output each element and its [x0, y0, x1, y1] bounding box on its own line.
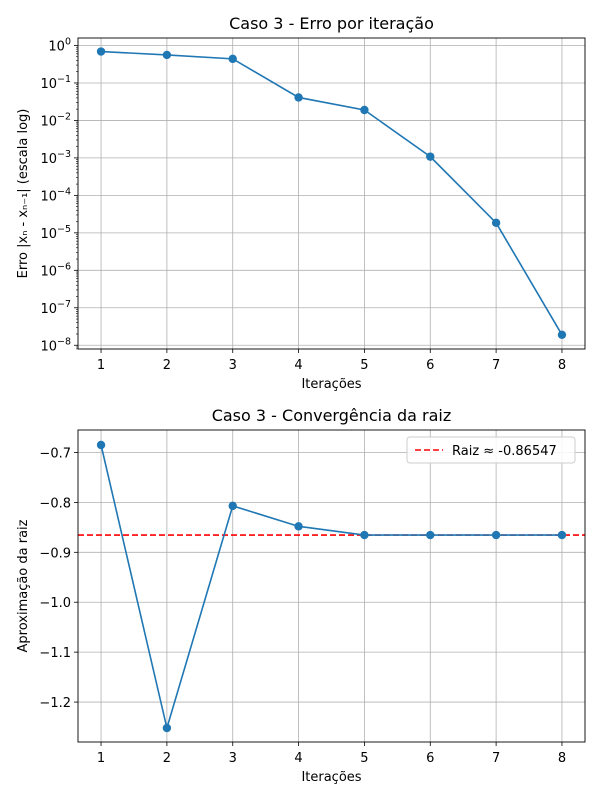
data-point [294, 93, 303, 102]
y-tick-label: −0.9 [39, 546, 71, 561]
legend-label: Raiz ≈ -0.86547 [452, 444, 557, 459]
x-tick-label: 2 [163, 358, 171, 373]
y-tick-base: 10 [40, 152, 57, 167]
data-point [557, 330, 567, 340]
x-axis-label: Iterações [301, 770, 361, 785]
data-point [491, 218, 501, 228]
y-tick-exponent: −7 [57, 299, 71, 310]
y-tick-label: −1.2 [39, 696, 71, 711]
x-tick-label: 7 [492, 751, 500, 766]
x-tick-label: 3 [229, 358, 237, 373]
data-point [426, 530, 435, 540]
y-tick-exponent: −3 [57, 149, 71, 160]
y-tick-base: 10 [40, 77, 57, 92]
y-tick-base: 10 [40, 227, 57, 242]
y-tick-label: 10−7 [40, 299, 71, 317]
y-axis-label: Aproximação da raiz [16, 519, 31, 652]
y-tick-exponent: −5 [57, 224, 71, 235]
x-axis-label: Iterações [301, 377, 361, 392]
chart-title: Caso 3 - Convergência da raiz [212, 406, 452, 425]
data-point [294, 522, 303, 531]
x-tick-label: 4 [294, 751, 302, 766]
y-tick-base: 10 [40, 114, 57, 129]
data-point [360, 105, 369, 115]
x-tick-label: 8 [558, 751, 566, 766]
series-line [101, 50, 563, 336]
y-tick-label: 10−8 [40, 336, 71, 354]
legend: Raiz ≈ -0.86547 [406, 436, 576, 464]
chart-title: Caso 3 - Erro por iteração [229, 14, 434, 33]
x-tick-label: 2 [163, 751, 171, 766]
x-tick-label: 6 [426, 751, 434, 766]
y-tick-label: 10−1 [40, 74, 71, 92]
y-tick-base: 10 [40, 189, 57, 204]
chart-1: 1 2 3 4 5 6 7 810010−110−210−310−410−510−610−71… [16, 14, 586, 392]
chart-2: 1 2 3 4 5 6 7 8 −0.7 −0.8 −0.9 −1.0 −1.1 −1.2 Caso 3 -… [16, 406, 586, 785]
y-axis-label: Erro |xₙ - xₙ₋₁| (escala log) [16, 109, 31, 279]
y-tick-base: 10 [40, 264, 57, 279]
y-tick-label: −0.7 [39, 446, 71, 461]
grid [78, 38, 585, 349]
x-tick-label: 3 [229, 751, 237, 766]
x-tick-label: 5 [360, 358, 368, 373]
y-tick-base: 10 [40, 339, 57, 354]
y-tick-label: −1.0 [39, 596, 71, 611]
y-tick-label: 10−5 [40, 224, 71, 242]
y-tick-exponent: 0 [65, 36, 71, 47]
y-tick-exponent: −1 [57, 74, 71, 85]
y-tick-exponent: −4 [57, 186, 71, 197]
y-tick-label: −0.8 [39, 496, 71, 511]
data-point [491, 530, 501, 540]
data-point [162, 723, 172, 733]
data-point [96, 47, 106, 56]
y-tick-base: 10 [40, 302, 57, 317]
grid [78, 430, 585, 742]
data-point [426, 152, 435, 161]
series-line [100, 444, 562, 732]
axes-frame [77, 429, 586, 743]
data-point [360, 530, 369, 540]
data-point [228, 54, 237, 64]
legend-box [406, 436, 576, 464]
data-point [557, 530, 567, 540]
data-point [96, 440, 106, 450]
y-tick-exponent: −8 [57, 336, 71, 347]
x-tick-label: 1 [97, 358, 105, 373]
x-tick-label: 5 [360, 751, 368, 766]
x-tick-label: 6 [426, 358, 434, 373]
y-tick-exponent: −2 [57, 111, 71, 122]
data-point [228, 501, 237, 511]
x-tick-label: 4 [294, 358, 302, 373]
data-point [162, 50, 172, 60]
x-tick-label: 7 [492, 358, 500, 373]
x-tick-label: 8 [558, 358, 566, 373]
y-tick-base: 10 [48, 39, 65, 54]
y-tick-label: 10−4 [40, 186, 71, 204]
axes-frame [77, 37, 586, 350]
x-tick-label: 1 [97, 751, 105, 766]
y-tick-label: 10−2 [40, 111, 71, 129]
y-tick-label: 10−6 [40, 261, 71, 279]
y-tick-label: 10−3 [40, 149, 71, 167]
y-tick-label: −1.1 [39, 646, 71, 661]
y-tick-exponent: −6 [57, 261, 71, 272]
y-tick-label: 100 [48, 36, 71, 54]
